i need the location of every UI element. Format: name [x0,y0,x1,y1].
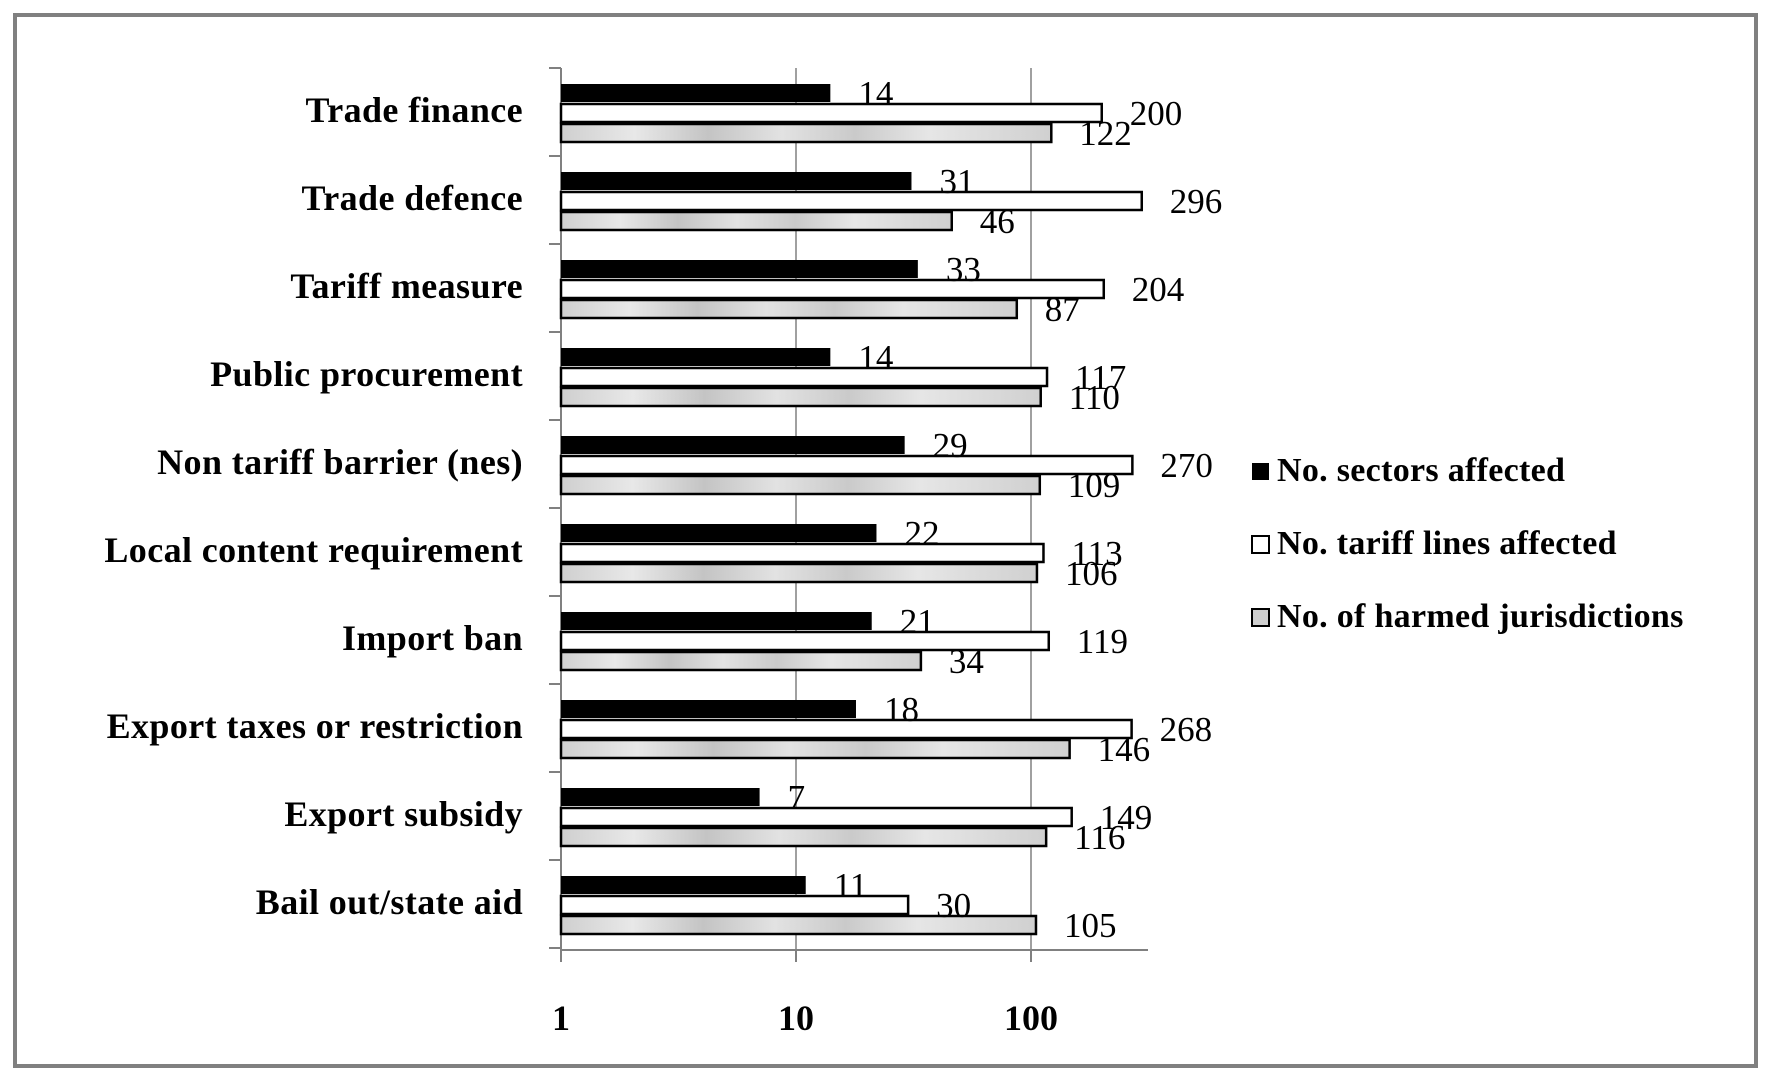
bar-jurisdictions [559,826,1048,848]
data-label: 116 [1074,818,1125,857]
data-label: 270 [1160,446,1213,485]
data-label: 146 [1098,730,1151,769]
bar-tariff-lines [559,542,1045,564]
bar-jurisdictions [559,650,923,672]
bar-sectors [561,348,831,366]
bar-tariff-lines [559,454,1134,476]
data-label: 22 [904,514,939,553]
bar-jurisdictions [559,474,1042,496]
category-label: Trade defence [302,178,523,218]
data-label: 30 [936,886,971,925]
data-label: 31 [939,162,974,201]
bar-jurisdictions [559,562,1039,584]
data-label: 113 [1071,534,1122,573]
bar-tariff-lines [559,630,1051,652]
category-label: Public procurement [210,354,523,394]
bar-sectors [561,436,905,454]
bar-jurisdictions [559,738,1071,760]
data-label: 119 [1077,622,1128,661]
bar-sectors [561,524,877,542]
category-label: Export subsidy [284,794,523,834]
data-label: 46 [980,202,1015,241]
data-label: 87 [1045,290,1080,329]
data-label: 34 [949,642,984,681]
bar-tariff-lines [559,366,1049,388]
bar-tariff-lines [559,806,1073,828]
data-label: 149 [1100,798,1153,837]
data-label: 204 [1132,270,1185,309]
bar-sectors [561,84,831,102]
data-label: 14 [858,338,893,377]
bar-tariff-lines [559,718,1133,740]
category-label: Non tariff barrier (nes) [157,442,523,482]
data-label: 110 [1069,378,1120,417]
bar-jurisdictions [559,386,1042,408]
data-label: 106 [1065,554,1118,593]
data-label: 268 [1160,710,1213,749]
data-label: 7 [788,778,806,817]
bar-sectors [561,260,918,278]
category-label: Export taxes or restriction [107,706,523,746]
data-label: 18 [884,690,919,729]
data-label: 105 [1064,906,1117,945]
category-label: Tariff measure [290,266,523,306]
x-tick-label: 10 [778,998,814,1038]
data-label: 29 [933,426,968,465]
data-label: 117 [1075,358,1126,397]
bar-tariff-lines [559,102,1103,124]
legend-label: No. of harmed jurisdictions [1277,598,1684,635]
bar-sectors [561,172,912,190]
data-label: 33 [946,250,981,289]
bar-sectors [561,612,872,630]
data-label: 122 [1079,114,1132,153]
bar-tariff-lines [559,190,1144,212]
bar-sectors [561,876,806,894]
legend-swatch [1251,608,1270,627]
bar-jurisdictions [559,298,1019,320]
category-label: Import ban [342,618,523,658]
legend-swatch [1251,535,1270,554]
bar-tariff-lines [559,894,910,916]
category-label: Local content requirement [104,530,523,570]
data-label: 21 [900,602,935,641]
bar-jurisdictions [559,914,1038,936]
category-label: Trade finance [305,90,523,130]
x-tick-label: 100 [1004,998,1058,1038]
legend-label: No. tariff lines affected [1277,525,1617,562]
legend-swatch [1252,463,1269,480]
category-label: Bail out/state aid [256,882,523,922]
bar-jurisdictions [559,210,953,232]
x-tick-label: 1 [552,998,570,1038]
data-label: 296 [1170,182,1223,221]
bar-tariff-lines [559,278,1106,300]
data-label: 14 [858,74,893,113]
bar-jurisdictions [559,122,1053,144]
data-label: 200 [1130,94,1183,133]
legend-label: No. sectors affected [1277,452,1565,489]
data-label: 11 [834,866,868,905]
data-label: 109 [1068,466,1121,505]
bar-sectors [561,700,856,718]
bar-sectors [561,788,760,806]
